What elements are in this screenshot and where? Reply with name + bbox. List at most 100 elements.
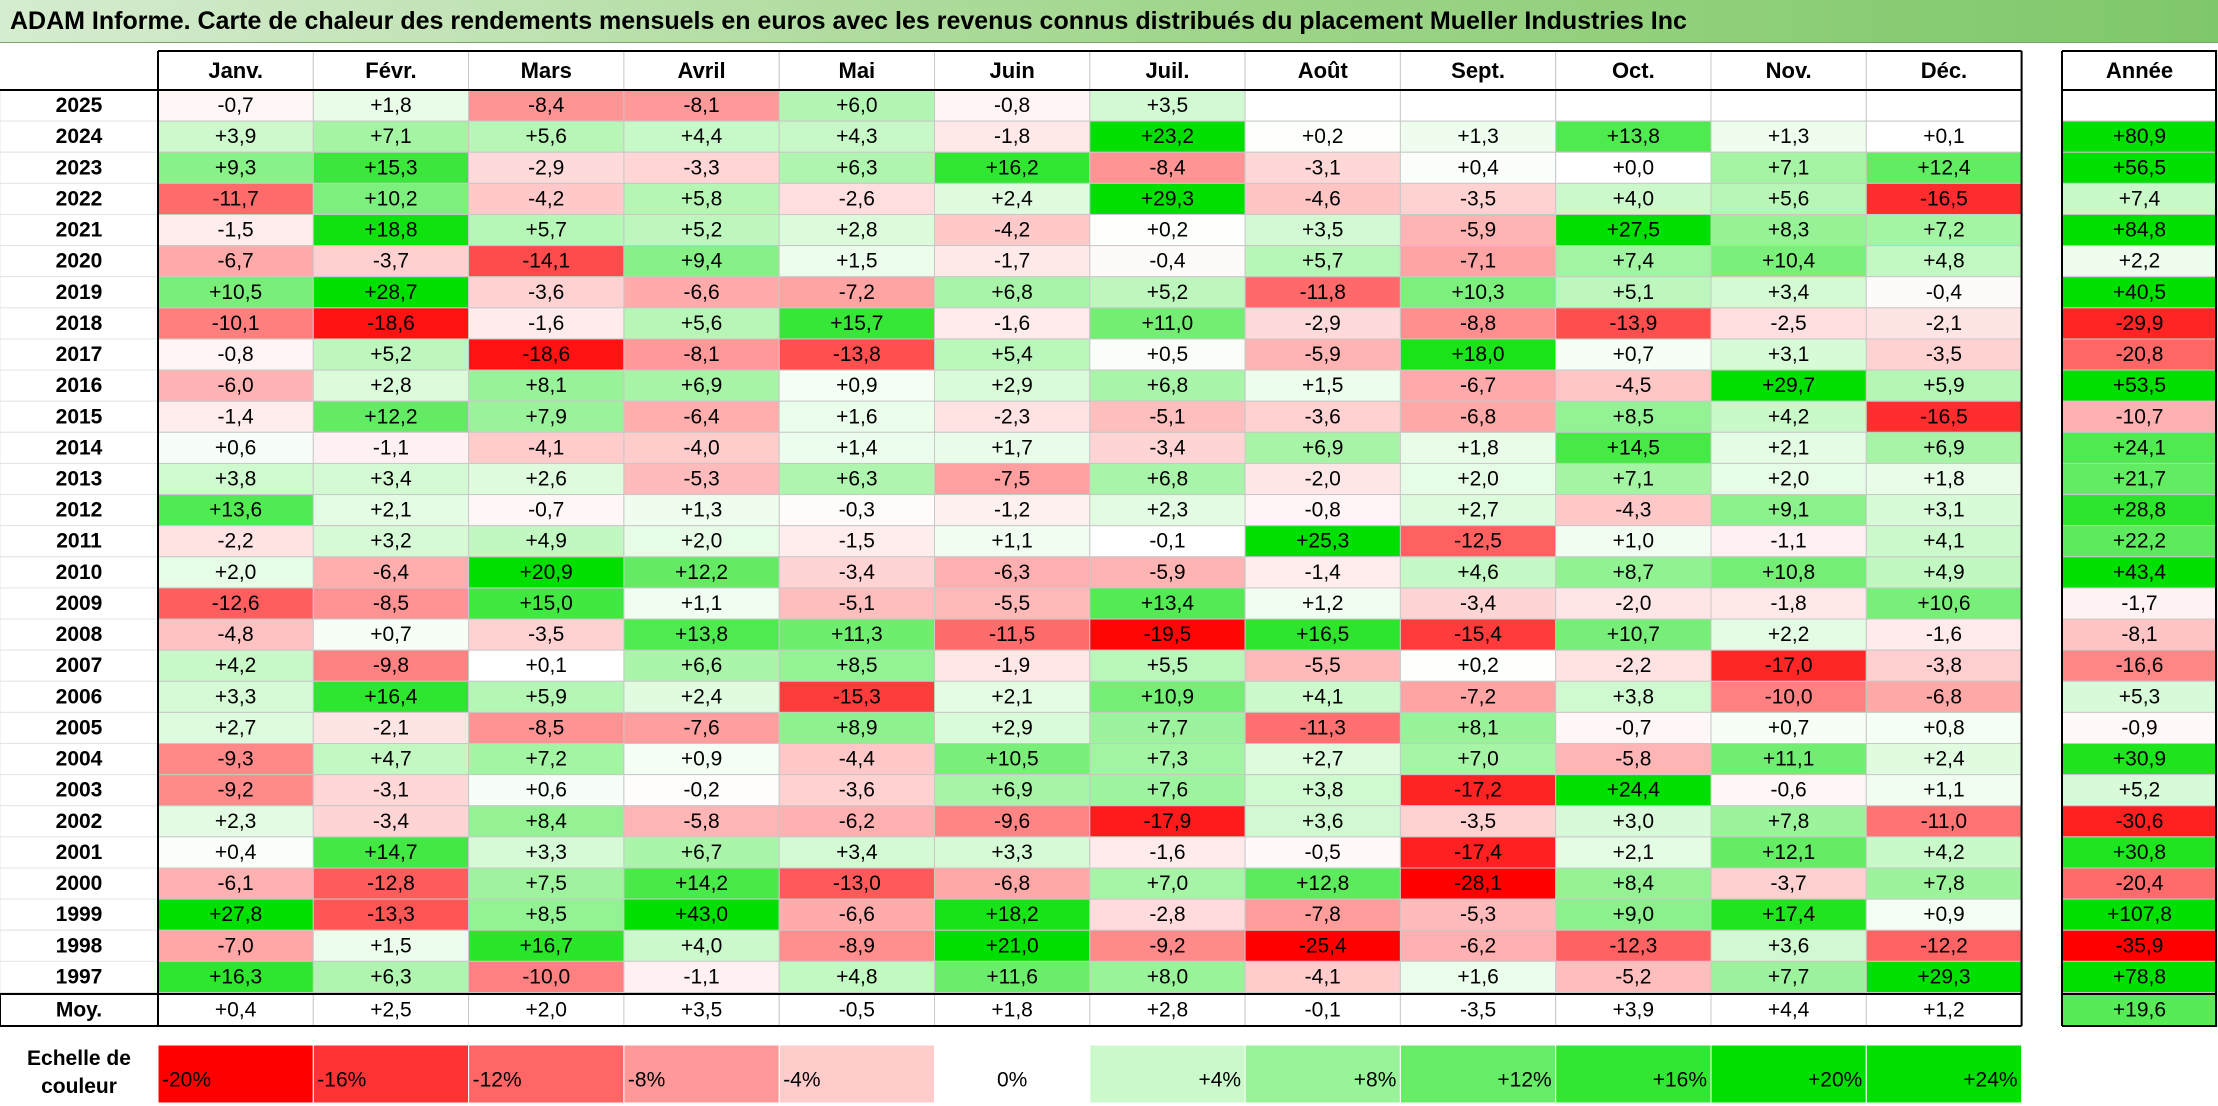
annual-value: +21,7 [2113,468,2166,491]
heat-cell [1710,805,1867,838]
legend-label: +20% [1808,1069,1862,1092]
heat-cell [934,556,1091,589]
month-header-cell [468,50,625,91]
legend-swatch [1399,1044,1557,1104]
heat-cell-value: -4,1 [1305,965,1341,988]
heat-cell [157,680,314,713]
heat-cell-value: +12,2 [675,561,728,584]
heat-cell-value: +0,6 [526,779,567,802]
annual-value: +24,1 [2113,436,2166,459]
heat-cell-value: +0,7 [1768,716,1809,739]
heat-cell-value: +2,0 [681,530,722,553]
heat-cell [312,960,470,993]
heat-cell [623,711,780,745]
heat-cell [934,711,1091,745]
annual-value: +28,8 [2113,499,2166,522]
heat-cell-value: -6,1 [218,872,254,895]
heat-cell-value: -8,5 [373,592,409,615]
year-cell [0,245,159,278]
heat-cell [1089,867,1246,900]
heat-cell [312,307,470,340]
heat-cell-value: -0,4 [1149,250,1186,273]
annual-value: +43,4 [2113,561,2166,584]
annual-cell [2061,867,2218,900]
annual-value: -30,6 [2116,810,2164,833]
heat-cell [1089,836,1246,869]
heat-cell-value: -13,9 [1609,312,1657,335]
heat-cell [1244,836,1401,869]
heat-cell-value: -2,0 [1615,592,1651,615]
average-cell [934,993,1091,1027]
heat-cell [468,307,625,340]
heat-cell-value: +8,5 [836,654,877,677]
heat-cell [934,743,1091,776]
heat-cell-value: +1,5 [1302,374,1343,397]
heat-cell-value: +3,4 [836,841,878,864]
heat-cell-value: -3,3 [683,156,719,179]
annual-cell [2061,89,2218,122]
heat-cell-value: +4,0 [1613,187,1654,210]
heat-cell-value: +7,2 [526,748,567,771]
heat-cell [468,805,625,838]
heat-cell-value: +3,8 [1302,779,1343,802]
heat-cell-value: +5,9 [526,685,567,708]
heat-cell [1555,556,1712,589]
heat-cell-value: +29,3 [1917,965,1970,988]
heat-cell-value: +5,6 [681,312,722,335]
heat-cell [1399,556,1557,589]
heat-cell-value: +0,8 [1923,716,1964,739]
heat-cell [1244,556,1401,589]
heat-cell-value: +7,8 [1923,872,1964,895]
heat-cell [1399,369,1557,402]
heat-cell-value: +5,4 [991,343,1033,366]
annual-cell [2061,929,2218,962]
heat-cell [312,867,470,900]
heat-cell-value: -17,0 [1765,654,1813,677]
heat-cell-value: -8,9 [839,934,875,957]
heat-cell [468,276,625,309]
heat-cell [934,276,1091,309]
heat-cell-value: +4,2 [215,654,256,677]
heat-cell-value: +6,9 [991,779,1032,802]
heat-cell-value: +0,2 [1302,125,1343,148]
heat-cell-value: -1,6 [528,312,564,335]
heat-cell-value: +3,8 [1613,685,1654,708]
average-value: -0,1 [1305,999,1341,1022]
legend-swatch [778,1044,936,1104]
heat-cell [623,120,780,153]
heat-cell [623,898,780,931]
heat-cell [934,898,1091,931]
annual-cell [2061,494,2218,527]
average-annual-value: +19,6 [2113,999,2166,1022]
heat-cell-value: +1,3 [1768,125,1809,148]
year-label: 1999 [56,903,103,926]
heat-cell-value: +3,2 [370,530,411,553]
heat-cell-value: +11,0 [1142,312,1194,335]
month-header: Févr. [365,58,416,83]
heat-cell-value: +0,9 [836,374,877,397]
year-label: 2011 [56,530,102,553]
heat-cell [623,836,780,869]
heat-cell-value: +3,4 [1768,281,1810,304]
heat-cell-value: -0,4 [1926,281,1963,304]
average-value: +3,5 [681,999,722,1022]
heat-cell-value: +13,4 [1141,592,1194,615]
heat-cell [1399,805,1557,838]
heat-cell [1865,836,2023,869]
heat-cell [468,120,625,153]
heat-cell [1089,898,1246,931]
annual-value: +5,2 [2119,779,2160,802]
heat-cell [468,494,625,527]
heat-cell-value: +10,2 [364,187,417,210]
heat-cell [778,213,936,247]
heat-cell [1865,276,2023,309]
heat-cell-value: -7,0 [218,934,254,957]
heat-cell [623,276,780,309]
heat-cell-value: +5,2 [681,219,722,242]
report-title: ADAM Informe. Carte de chaleur des rende… [10,7,1687,35]
heat-cell [468,929,625,962]
annual-cell [2061,338,2218,371]
heat-cell [468,836,625,869]
heat-cell-value: +2,4 [1923,748,1965,771]
heat-cell [1710,867,1867,900]
